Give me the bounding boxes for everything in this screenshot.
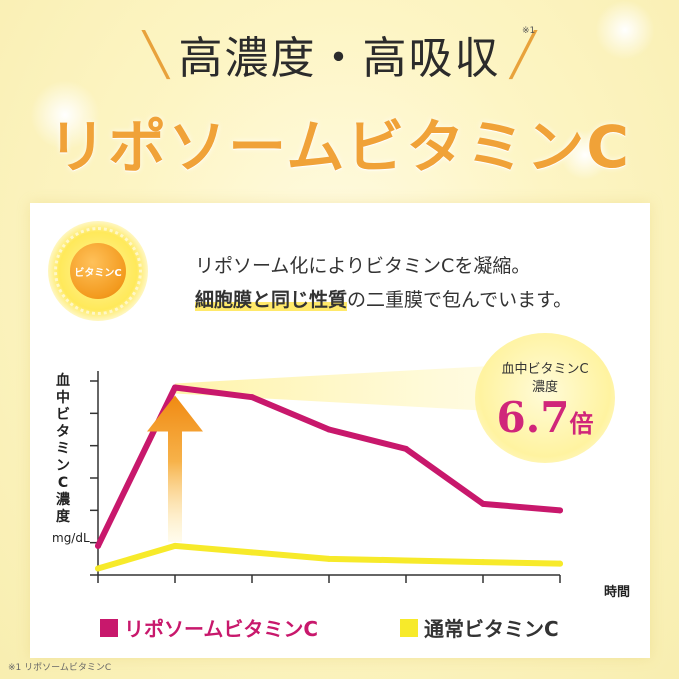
headline-note: ※1 xyxy=(522,26,536,36)
footnote: ※1 リポソームビタミンC xyxy=(8,663,112,673)
sun-label: ビタミンC xyxy=(70,243,126,299)
badge-unit: 倍 xyxy=(569,409,594,438)
vitamin-c-sun-icon: ビタミンC xyxy=(48,221,148,321)
sparkle-decoration xyxy=(595,0,655,60)
description-line-2: 細胞膜と同じ性質の二重膜で包んでいます。 xyxy=(195,285,572,312)
info-card: ビタミンC リポソーム化によりビタミンCを凝縮。 細胞膜と同じ性質の二重膜で包ん… xyxy=(30,203,650,658)
legend-swatch-liposome xyxy=(100,618,118,637)
data-point xyxy=(403,557,409,564)
ratio-badge: 血中ビタミンC 濃度 6.7倍 xyxy=(475,333,615,463)
x-axis-label: 時間 xyxy=(604,585,631,600)
legend-item-liposome-vitamin-c: リポソームビタミンC xyxy=(100,613,318,642)
badge-value-row: 6.7倍 xyxy=(475,393,615,442)
increase-arrow-icon xyxy=(147,395,203,542)
legend-label-regular: 通常ビタミンC xyxy=(424,617,559,641)
legend-label-liposome: リポソームビタミンC xyxy=(124,617,319,641)
sparkle-decoration xyxy=(560,130,610,180)
data-point xyxy=(557,507,563,514)
data-point xyxy=(557,560,563,567)
data-point xyxy=(172,542,178,549)
data-point xyxy=(249,549,255,556)
headline-text: 高濃度・高吸収 xyxy=(178,33,501,84)
slash-left-icon: ╲ xyxy=(143,29,169,79)
data-point xyxy=(403,445,409,452)
legend-item-regular-vitamin-c: 通常ビタミンC xyxy=(400,613,559,642)
data-point xyxy=(480,559,486,566)
badge-line-2: 濃度 xyxy=(531,380,558,395)
data-point xyxy=(326,426,332,433)
data-point xyxy=(249,394,255,401)
description-highlight: 細胞膜と同じ性質 xyxy=(195,289,348,311)
y-axis-unit: mg/dL xyxy=(52,531,90,545)
headline: ╲ 高濃度・高吸収 ╱ ※1 xyxy=(0,22,679,86)
product-name: リポソームビタミンC xyxy=(48,113,631,181)
description-rest: の二重膜で包んでいます。 xyxy=(347,289,573,311)
badge-value: 6.7 xyxy=(496,393,570,442)
description-line-1: リポソーム化によりビタミンCを凝縮。 xyxy=(195,255,531,277)
data-point xyxy=(172,384,178,391)
data-point xyxy=(95,565,101,572)
comparison-beam xyxy=(175,365,500,412)
sparkle-decoration xyxy=(30,80,100,150)
concentration-chart xyxy=(90,365,563,583)
badge-line-1: 血中ビタミンC xyxy=(501,362,589,377)
slash-right-icon: ╱ xyxy=(510,29,536,79)
data-point xyxy=(480,500,486,507)
sun-ring xyxy=(54,227,142,315)
data-point xyxy=(95,542,101,549)
legend-swatch-regular xyxy=(400,618,418,637)
y-axis-label: 血中ビタミンC濃度 xyxy=(56,373,70,525)
data-point xyxy=(326,555,332,562)
